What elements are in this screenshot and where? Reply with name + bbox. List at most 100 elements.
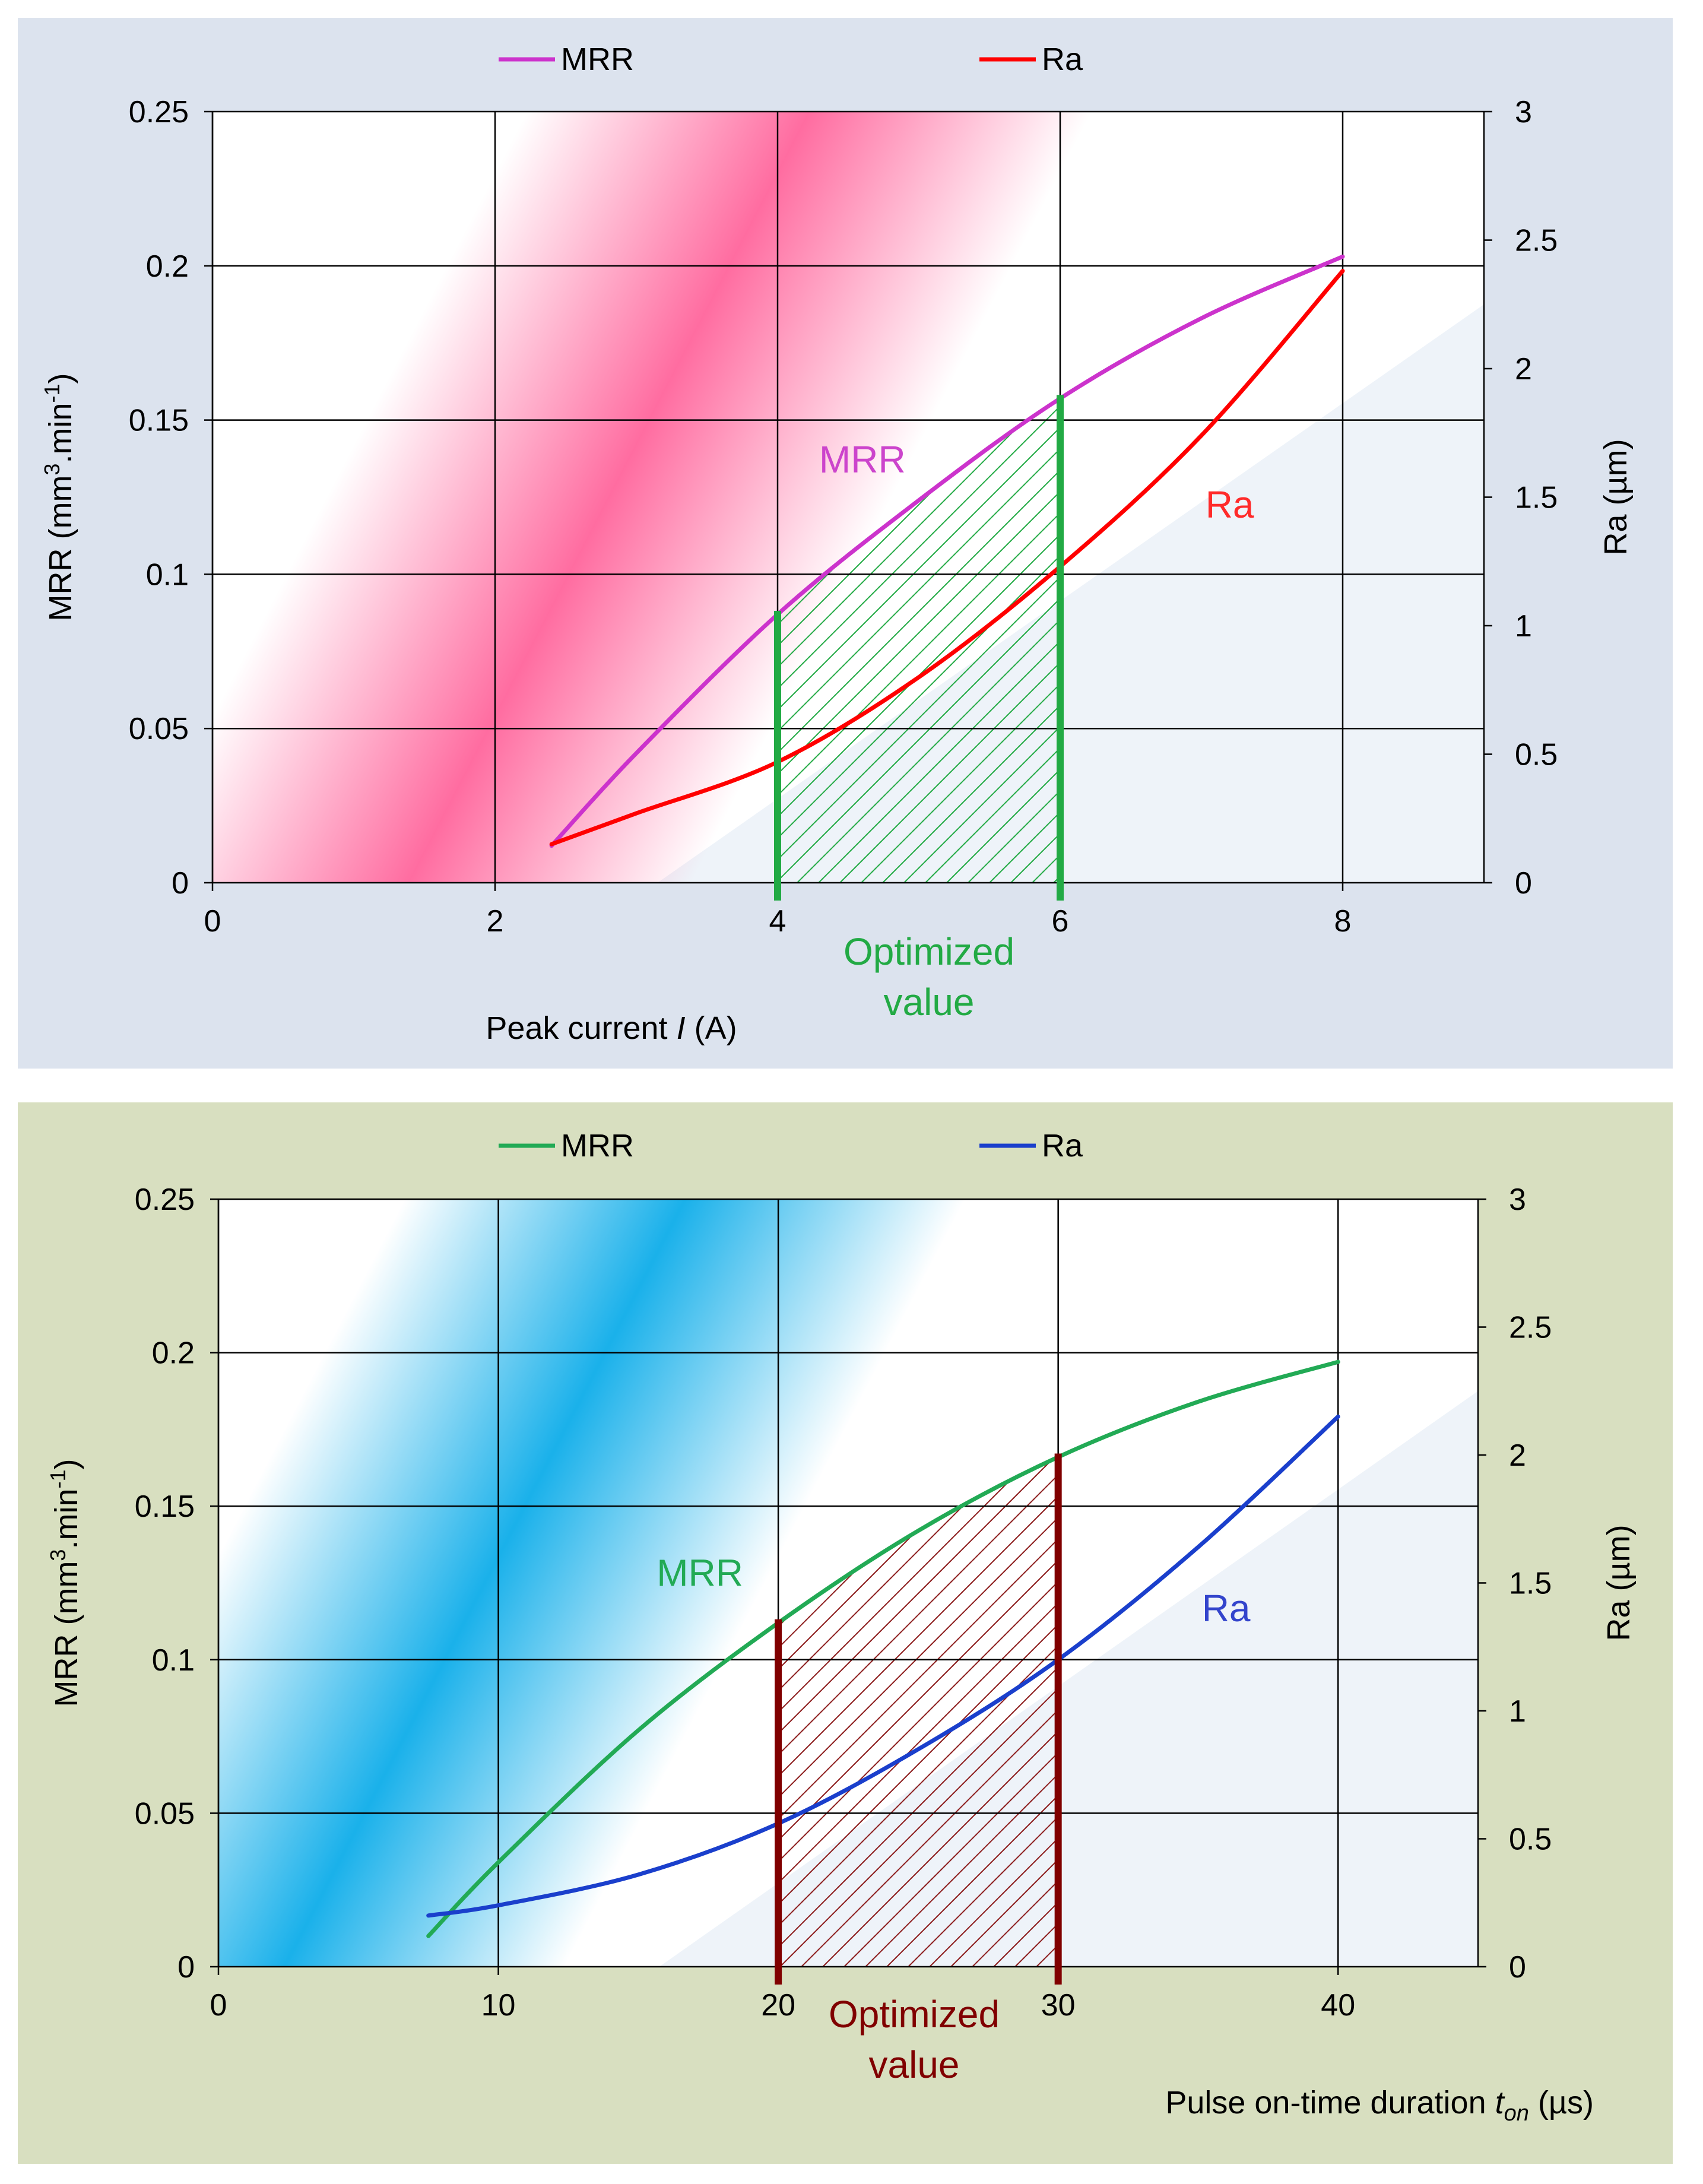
- hatch-line: [778, 1457, 1058, 1967]
- y-tick-label: 0.1: [146, 557, 189, 592]
- chart-panel-2: 0 10 20 30 40 0 0.05 0.1 0.15 0.2 0.25 0 0.5 1 1.5 2 2.5…: [18, 1102, 1673, 2164]
- hatch-line: [778, 1457, 1058, 1967]
- y2-axis-label: Ra (µm): [1598, 439, 1634, 555]
- hatch-line: [778, 398, 1060, 883]
- y2-tick-label: 2: [1509, 1438, 1526, 1473]
- x-tick-label: 20: [761, 1988, 795, 2023]
- legend-label-ra: Ra: [1042, 42, 1083, 77]
- y-tick-label: 0.2: [146, 249, 189, 284]
- optimized-label-line: value: [884, 981, 975, 1023]
- y-tick-label: 0.15: [135, 1489, 195, 1524]
- x-tick-label: 0: [204, 904, 221, 939]
- hatch-line: [778, 398, 1060, 883]
- y2-tick-label: 2.5: [1515, 224, 1558, 258]
- y2-axis-label: Ra (µm): [1601, 1524, 1637, 1641]
- legend-label-ra: Ra: [1042, 1128, 1083, 1164]
- label-part: t: [1495, 2085, 1505, 2120]
- hatch-line: [778, 1457, 1058, 1967]
- hatch-line: [778, 398, 1060, 883]
- curve-label-ra: Ra: [1202, 1587, 1251, 1630]
- y-tick-label: 0.25: [135, 1183, 195, 1217]
- y-tick-label: 0.05: [135, 1796, 195, 1831]
- series-line-mrr: [426, 1359, 1340, 1938]
- y-axis-label: MRR (mm3.min-1): [40, 373, 78, 622]
- hatch-line: [778, 398, 1060, 883]
- y2-tick-label: 1.5: [1515, 481, 1558, 515]
- hatch-line: [778, 1457, 1058, 1967]
- hatch-line: [778, 398, 1060, 883]
- x-axis-label: Peak current I (A): [486, 1010, 737, 1046]
- chart-panel-1: 0 2 4 6 800.050.10.150.20.2500.511.522.53MRR…: [18, 18, 1673, 1069]
- curve-label-mrr: MRR: [819, 438, 906, 481]
- gradient-band: [213, 112, 1484, 883]
- hatch-line: [778, 398, 1060, 883]
- label-part: I: [677, 1010, 686, 1046]
- hatch-line: [778, 1457, 1058, 1967]
- gradient-band: [218, 1199, 1478, 1967]
- x-axis-label: Pulse on-time duration ton (µs): [1165, 2085, 1594, 2126]
- hatch-line: [778, 1457, 1058, 1967]
- y2-tick-label: 0: [1509, 1950, 1526, 1985]
- hatch-line: [778, 398, 1060, 883]
- hatch-line: [861, 398, 1060, 883]
- y2-tick-label: 0: [1515, 866, 1532, 901]
- y2-tick-label: 1: [1509, 1694, 1526, 1729]
- hatch-line: [818, 398, 1060, 883]
- y-tick-label: 0: [177, 1950, 195, 1985]
- label-part: Pulse on-time duration: [1165, 2085, 1495, 2120]
- hatch-line: [778, 1457, 1058, 1967]
- hatch-line: [778, 398, 1060, 883]
- label-part: 3: [40, 464, 64, 476]
- optimized-label-line: Optimized: [829, 1993, 1000, 2036]
- series-line-mrr: [549, 254, 1345, 848]
- hatch-line: [797, 398, 1060, 883]
- y-tick-label: 0.2: [152, 1336, 195, 1371]
- label-part: MRR (mm: [49, 1561, 84, 1707]
- label-part: ): [43, 373, 78, 384]
- x-tick-label: 10: [481, 1988, 516, 2023]
- label-part: (A): [686, 1010, 737, 1046]
- y2-tick-label: 0.5: [1509, 1822, 1552, 1857]
- x-tick-label: 8: [1334, 904, 1352, 939]
- legend-label-mrr: MRR: [561, 1128, 634, 1164]
- optimized-label-line: Optimized: [843, 930, 1014, 973]
- y-axis-label: MRR (mm3.min-1): [46, 1459, 84, 1707]
- y-tick-label: 0.15: [129, 404, 189, 438]
- hatch-line: [882, 398, 1060, 883]
- series-line-ra: [426, 1414, 1340, 1918]
- curve-label-mrr: MRR: [657, 1552, 743, 1595]
- label-part: -1: [46, 1469, 70, 1488]
- x-tick-label: 0: [210, 1988, 227, 2023]
- label-part: MRR (mm: [43, 476, 78, 622]
- x-tick-label: 6: [1052, 904, 1069, 939]
- hatch-line: [925, 398, 1060, 883]
- label-part: (µs): [1529, 2085, 1594, 2120]
- hatch-line: [903, 398, 1060, 883]
- label-part: -1: [40, 383, 64, 402]
- y2-tick-label: 0.5: [1515, 738, 1558, 772]
- y-tick-label: 0.05: [129, 712, 189, 746]
- label-part: Peak current: [486, 1010, 676, 1046]
- hatch-line: [778, 1457, 1058, 1967]
- hatch-line: [778, 398, 1060, 883]
- hatch-line: [886, 1457, 1058, 1967]
- hatch-line: [839, 398, 1060, 883]
- label-part: on: [1504, 2101, 1529, 2126]
- curve-label-ra: Ra: [1206, 483, 1254, 526]
- label-part: .min: [43, 403, 78, 464]
- hatch-line: [908, 1457, 1058, 1967]
- hatch-line: [822, 1457, 1058, 1967]
- legend-label-mrr: MRR: [561, 42, 634, 77]
- label-part: ): [49, 1459, 84, 1470]
- y2-tick-label: 1: [1515, 609, 1532, 644]
- hatch-line: [843, 1457, 1058, 1967]
- y2-tick-label: 2: [1515, 352, 1532, 386]
- hatch-line: [778, 1457, 1058, 1967]
- hatch-line: [778, 398, 1060, 883]
- hatch-line: [778, 1457, 1058, 1967]
- y2-tick-label: 3: [1509, 1183, 1526, 1217]
- hatch-line: [778, 1457, 1058, 1967]
- hatch-line: [801, 1457, 1058, 1967]
- y-tick-label: 0: [172, 866, 189, 901]
